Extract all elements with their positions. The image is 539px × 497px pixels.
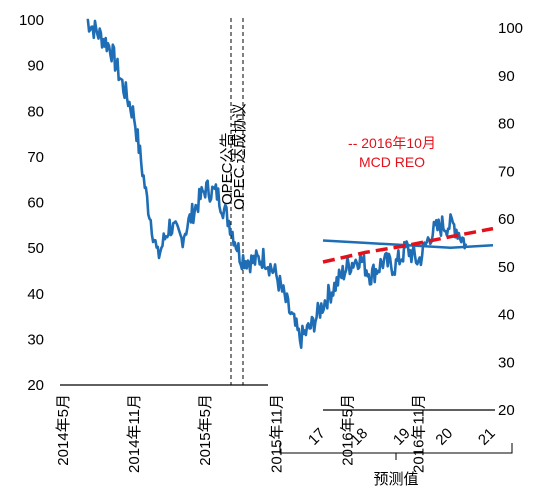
left-x-tick-label: 2015年5月 — [197, 394, 214, 466]
right-x-tick-label: 21 — [475, 425, 499, 449]
left-x-tick-label: 2016年11月 — [411, 394, 428, 473]
baseline-forecast-line — [322, 239, 494, 249]
mcd-reo-forecast-line — [322, 226, 494, 264]
left-x-tick-label: 2016年5月 — [339, 394, 356, 466]
right-y-tick-label: 50 — [498, 259, 515, 276]
historical-price-line — [86, 18, 468, 350]
right-y-tick-label: 20 — [498, 402, 515, 419]
left-x-tick-label: 2014年11月 — [126, 394, 143, 473]
right-x-tick-label: 20 — [432, 425, 456, 449]
event-label: OPEC公告 — [219, 132, 236, 205]
left-y-tick-label: 90 — [27, 58, 44, 75]
left-y-tick-label: 70 — [27, 149, 44, 166]
right-y-tick-label: 70 — [498, 163, 515, 180]
left-y-tick-label: 100 — [19, 12, 44, 29]
right-y-tick-label: 60 — [498, 211, 515, 228]
left-y-tick-label: 30 — [27, 331, 44, 348]
event-label: OPEC 达成协议 — [231, 103, 248, 210]
left-x-tick-label: 2015年11月 — [268, 394, 285, 473]
forecast-axis-label: 预测值 — [373, 471, 418, 488]
legend-label-line1: -- 2016年10月 — [348, 135, 436, 151]
right-x-tick-label: 17 — [305, 425, 329, 449]
left-y-tick-label: 50 — [27, 240, 44, 257]
left-y-tick-label: 40 — [27, 286, 44, 303]
right-y-tick-label: 30 — [498, 354, 515, 371]
left-y-tick-label: 80 — [27, 103, 44, 120]
right-y-tick-label: 100 — [498, 20, 523, 37]
left-y-tick-label: 60 — [27, 195, 44, 212]
right-y-tick-label: 40 — [498, 307, 515, 324]
left-x-tick-label: 2014年5月 — [55, 394, 72, 466]
right-y-tick-label: 80 — [498, 116, 515, 133]
legend-label-line2: MCD REO — [359, 154, 425, 170]
left-y-tick-label: 20 — [27, 377, 44, 394]
right-y-tick-label: 90 — [498, 68, 515, 85]
